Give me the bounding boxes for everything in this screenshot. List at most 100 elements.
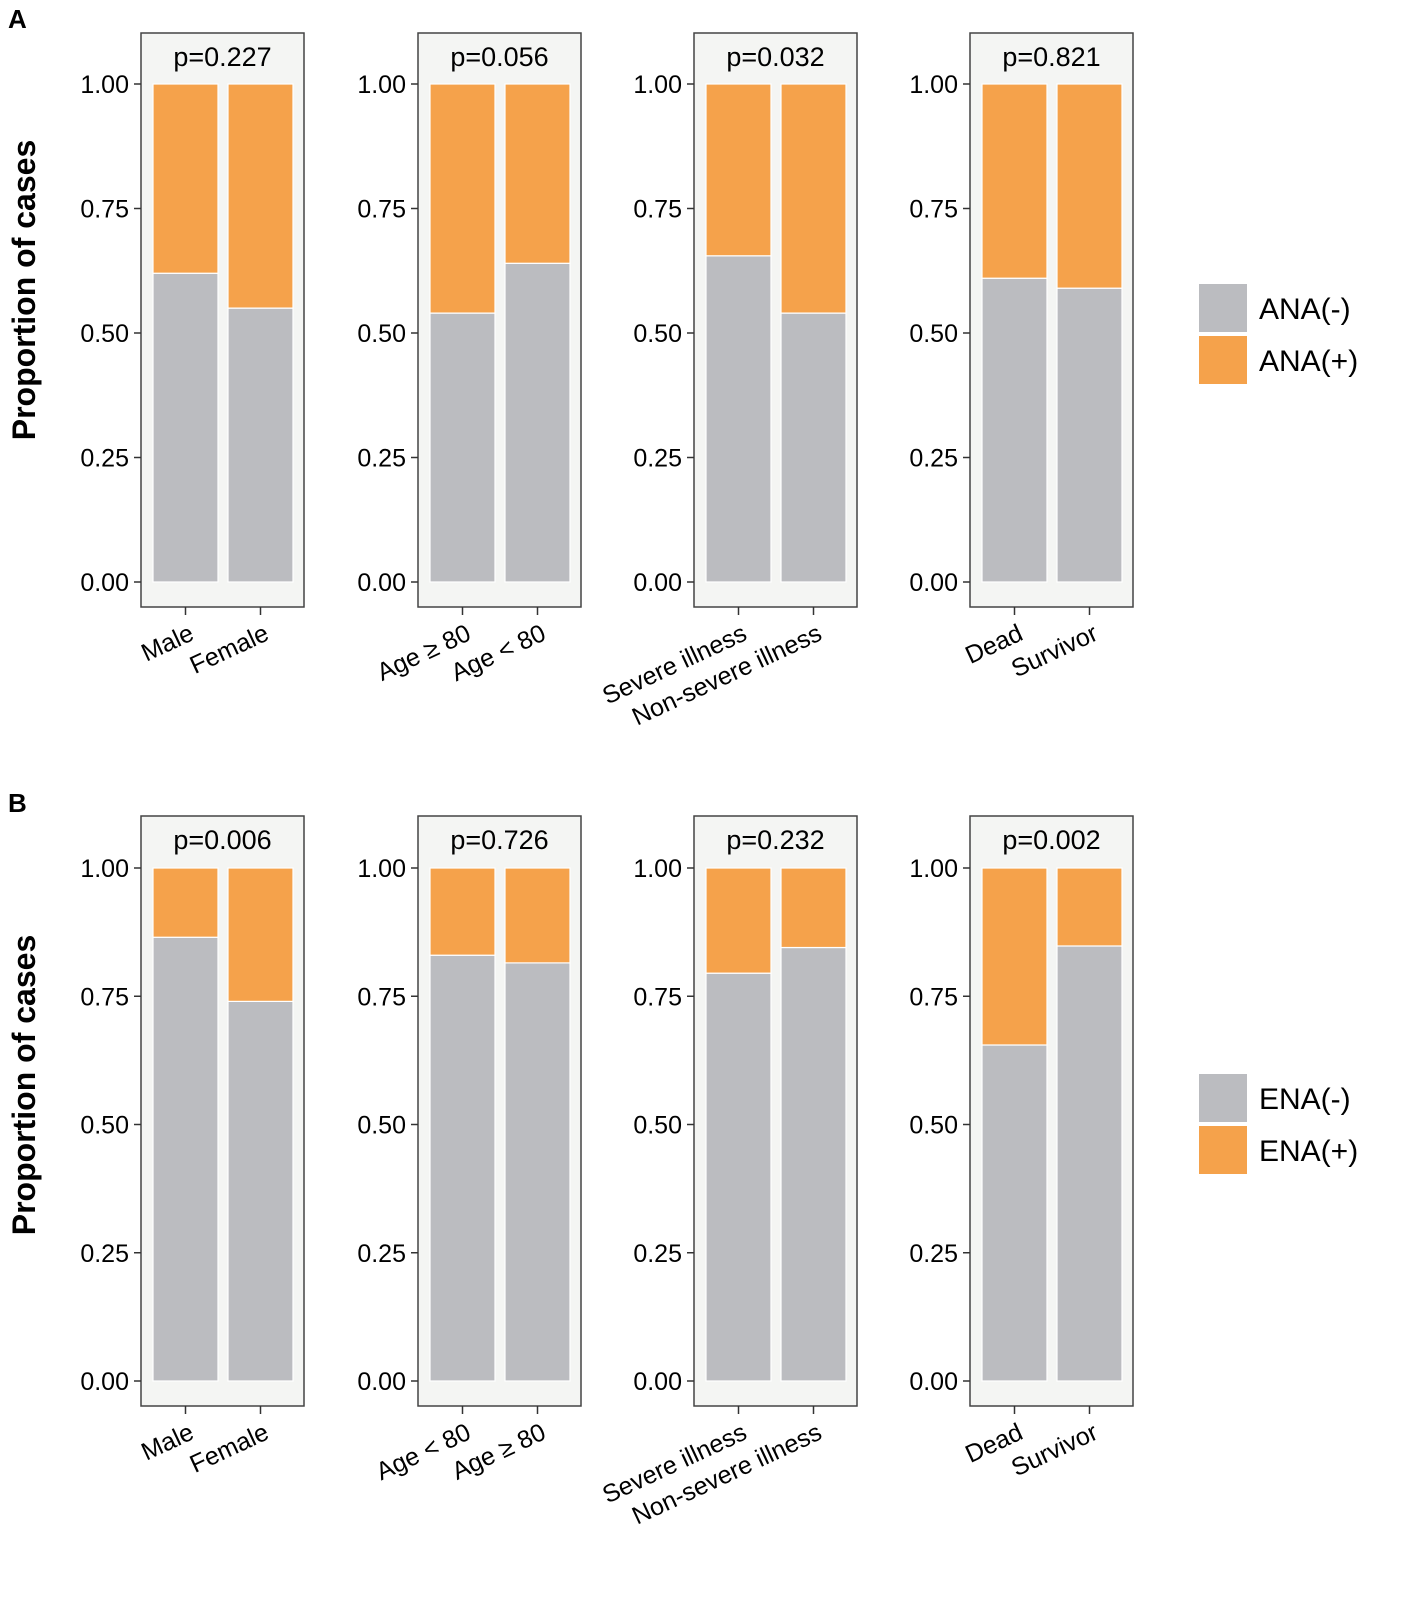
y-tick-label: 0.00	[633, 1368, 682, 1396]
bar-negative-segment	[429, 312, 496, 583]
bar-negative-segment	[504, 962, 571, 1382]
y-tick-label: 0.25	[909, 1240, 958, 1268]
bar-negative-segment	[1056, 287, 1123, 583]
legend-swatch-negative	[1199, 1074, 1247, 1122]
legend-label: ANA(-)	[1259, 293, 1351, 326]
y-tick-label: 0.25	[357, 1240, 406, 1268]
bar-negative-segment	[152, 272, 219, 583]
bar-positive-segment	[981, 867, 1048, 1046]
y-tick-label: 0.75	[633, 983, 682, 1011]
x-category-label: Female	[186, 1418, 273, 1479]
y-tick-label: 0.00	[80, 1368, 129, 1396]
legend-label: ANA(+)	[1259, 345, 1358, 378]
panel-letter: A	[8, 4, 27, 34]
y-tick-label: 0.50	[909, 320, 958, 348]
y-tick-label: 0.50	[909, 1112, 958, 1140]
y-tick-label: 0.75	[357, 983, 406, 1011]
y-tick-label: 0.25	[80, 1240, 129, 1268]
p-value-label: p=0.056	[450, 42, 548, 72]
legend: ANA(-) ANA(+)	[1199, 284, 1358, 384]
p-value-label: p=0.726	[450, 825, 548, 855]
y-tick-label: 0.00	[633, 569, 682, 597]
panel-a: A Proportion of cases p=0.227 0.00 0.25 0.50 0…	[6, 4, 1358, 731]
y-tick-label: 0.50	[633, 320, 682, 348]
bar-negative-segment	[981, 277, 1048, 583]
bar-positive-segment	[1056, 83, 1123, 289]
y-tick-label: 0.50	[357, 320, 406, 348]
y-tick-label: 0.25	[633, 445, 682, 473]
x-category-label: Female	[186, 619, 273, 680]
panel-b: B Proportion of cases p=0.006 0.00 0.25 0.50 0…	[6, 788, 1358, 1530]
legend-swatch-positive	[1199, 336, 1247, 384]
x-category-label: Survivor	[1007, 1418, 1102, 1482]
bar-negative-segment	[227, 1000, 294, 1382]
y-tick-label: 1.00	[357, 71, 406, 99]
y-tick-label: 0.00	[357, 569, 406, 597]
bar-positive-segment	[152, 867, 219, 938]
y-tick-label: 0.50	[357, 1112, 406, 1140]
y-tick-label: 0.75	[357, 196, 406, 224]
bar-negative-segment	[227, 307, 294, 583]
bar-positive-segment	[705, 83, 772, 257]
y-tick-label: 0.50	[80, 1112, 129, 1140]
y-tick-label: 0.00	[80, 569, 129, 597]
legend-swatch-negative	[1199, 284, 1247, 332]
legend: ENA(-) ENA(+)	[1199, 1074, 1358, 1174]
p-value-label: p=0.002	[1002, 825, 1100, 855]
y-tick-label: 0.50	[80, 320, 129, 348]
bar-negative-segment	[981, 1044, 1048, 1382]
bar-negative-segment	[780, 946, 847, 1382]
y-tick-label: 0.00	[909, 569, 958, 597]
y-tick-label: 0.75	[909, 983, 958, 1011]
y-axis-title: Proportion of cases	[6, 140, 42, 441]
bar-negative-segment	[705, 972, 772, 1382]
y-tick-label: 0.25	[80, 445, 129, 473]
p-value-label: p=0.006	[173, 825, 271, 855]
bar-positive-segment	[780, 83, 847, 314]
bar-positive-segment	[152, 83, 219, 274]
bar-negative-segment	[780, 312, 847, 583]
bar-negative-segment	[705, 255, 772, 583]
y-tick-label: 0.75	[80, 983, 129, 1011]
y-tick-label: 1.00	[633, 71, 682, 99]
bar-positive-segment	[1056, 867, 1123, 947]
y-tick-label: 1.00	[80, 855, 129, 883]
bar-negative-segment	[1056, 945, 1123, 1382]
y-tick-label: 0.25	[909, 445, 958, 473]
y-tick-label: 0.25	[633, 1240, 682, 1268]
y-axis-title: Proportion of cases	[6, 935, 42, 1236]
y-tick-label: 0.75	[909, 196, 958, 224]
p-value-label: p=0.821	[1002, 42, 1100, 72]
bar-positive-segment	[504, 83, 571, 264]
y-tick-label: 1.00	[909, 71, 958, 99]
p-value-label: p=0.232	[726, 825, 824, 855]
legend-label: ENA(-)	[1259, 1083, 1351, 1116]
bar-positive-segment	[981, 83, 1048, 279]
y-tick-label: 1.00	[357, 855, 406, 883]
p-value-label: p=0.032	[726, 42, 824, 72]
y-tick-label: 0.00	[357, 1368, 406, 1396]
p-value-label: p=0.227	[173, 42, 271, 72]
bar-negative-segment	[152, 936, 219, 1382]
y-tick-label: 0.75	[80, 196, 129, 224]
bar-positive-segment	[227, 83, 294, 309]
y-tick-label: 1.00	[80, 71, 129, 99]
bar-negative-segment	[504, 262, 571, 583]
y-tick-label: 0.25	[357, 445, 406, 473]
panel-letter: B	[8, 788, 27, 818]
y-tick-label: 0.00	[909, 1368, 958, 1396]
bar-positive-segment	[227, 867, 294, 1002]
bar-positive-segment	[705, 867, 772, 974]
y-tick-label: 0.50	[633, 1112, 682, 1140]
x-category-label: Survivor	[1007, 619, 1102, 683]
bar-positive-segment	[429, 867, 496, 956]
bar-positive-segment	[780, 867, 847, 949]
